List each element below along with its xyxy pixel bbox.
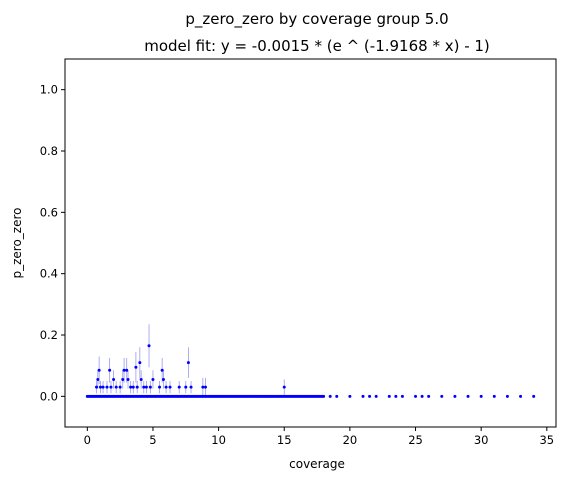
data-point [131,385,135,389]
data-point [98,385,102,389]
data-point [118,385,122,389]
points-layer [85,344,536,398]
data-point [126,377,130,381]
data-point [466,394,470,398]
data-point [374,394,378,398]
y-tick-label: 0.2 [40,328,58,342]
data-point [158,385,162,389]
data-point [139,377,143,381]
x-tick-label: 30 [474,433,489,447]
data-point [184,385,188,389]
y-tick-label: 0.4 [40,267,58,281]
data-point [164,385,168,389]
data-point [168,385,172,389]
data-point [134,365,138,369]
x-tick-label: 15 [277,433,292,447]
data-point [125,368,129,372]
data-point [105,385,109,389]
data-point [135,385,139,389]
data-point [322,394,326,398]
data-point [394,394,398,398]
data-point [203,385,207,389]
x-tick-label: 20 [343,433,358,447]
y-tick-label: 0.8 [40,144,58,158]
data-point [96,377,100,381]
x-tick-label: 0 [84,433,91,447]
data-point [440,394,444,398]
data-point [144,385,148,389]
data-point [335,394,339,398]
data-point [109,385,113,389]
data-point [97,368,101,372]
x-axis-label: coverage [289,457,345,471]
data-point [114,385,118,389]
data-point [122,368,126,372]
data-point [112,377,116,381]
data-point [479,394,483,398]
data-point [121,377,125,381]
data-point [492,394,496,398]
data-point [108,368,112,372]
data-point [186,361,190,365]
data-point [161,377,165,381]
data-point [361,394,365,398]
data-point [151,377,155,381]
data-point [505,394,509,398]
y-axis-label: p_zero_zero [10,207,24,278]
x-tick-label: 5 [149,433,156,447]
chart-subtitle: model fit: y = -0.0015 * (e ^ (-1.9168 *… [144,37,490,55]
x-tick-label: 25 [408,433,423,447]
plot-frame [64,58,557,428]
data-point [414,394,418,398]
data-point [147,344,151,348]
data-point [532,394,536,398]
y-tick-label: 1.0 [40,83,58,97]
data-point [177,385,181,389]
x-tick-label: 10 [211,433,226,447]
errorbars-layer [96,324,285,397]
chart-title: p_zero_zero by coverage group 5.0 [185,10,448,29]
data-point [95,385,99,389]
data-point [453,394,457,398]
y-tick-label: 0.6 [40,205,58,219]
data-point [387,394,391,398]
y-tick-label: 0.0 [40,389,58,403]
data-point [101,385,105,389]
data-point [427,394,431,398]
data-point [420,394,424,398]
data-point [138,361,142,365]
data-point [129,385,133,389]
data-point [328,394,332,398]
x-axis-ticks: 0 5 10 15 20 25 30 35 [84,427,554,447]
data-point [142,385,146,389]
data-point [201,385,205,389]
data-point [400,394,404,398]
data-point [160,368,164,372]
data-point [148,385,152,389]
data-point [189,385,193,389]
y-axis-ticks: 0.0 0.2 0.4 0.6 0.8 1.0 [40,83,65,403]
data-point [368,394,372,398]
data-point [282,385,286,389]
data-point [519,394,523,398]
data-point [348,394,352,398]
x-tick-label: 35 [539,433,554,447]
